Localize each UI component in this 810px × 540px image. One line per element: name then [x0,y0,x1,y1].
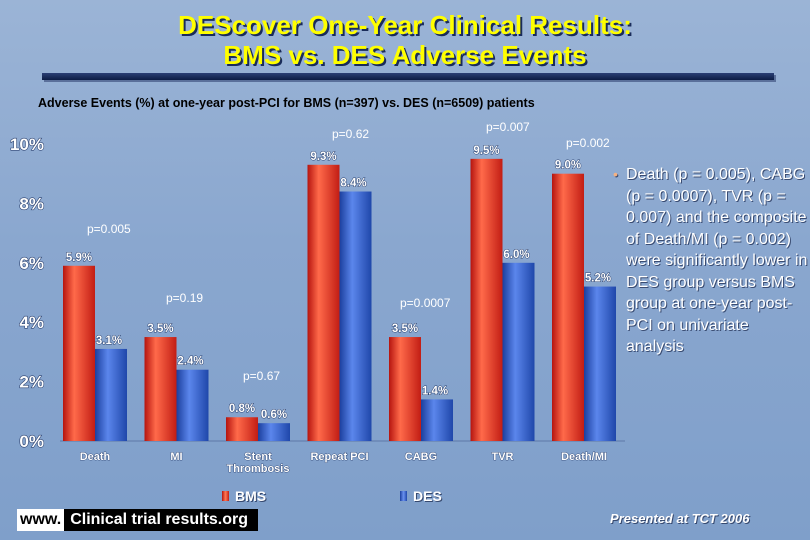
y-tick-label: 8% [19,194,44,213]
legend-bms-label: BMS [235,488,267,504]
y-tick-label: 10% [10,135,44,154]
des-value-label: 1.4% [422,385,448,397]
p-value-label: p=0.62 [332,127,369,141]
footer-site: Clinical trial results.org [64,509,259,531]
legend-des: DES [400,488,442,504]
x-category-label: MI [170,451,182,463]
x-category-label: Thrombosis [227,463,290,475]
y-tick-label: 6% [19,254,44,273]
bms-value-label: 9.3% [310,151,336,163]
legend-des-label: DES [413,488,442,504]
presented-note: Presented at TCT 2006 [610,511,750,526]
title-line-1: DEScover One-Year Clinical Results: [178,10,632,40]
legend-bms: BMS [222,488,266,504]
y-tick-label: 0% [19,432,44,451]
x-category-label: CABG [405,451,437,463]
bms-value-label: 5.9% [66,252,92,264]
bms-value-label: 9.0% [555,160,581,172]
des-value-label: 5.2% [585,273,611,285]
bar-bms [389,337,421,441]
bar-des [95,348,127,441]
summary-text: Death (p = 0.005), CABG (p = 0.0007), TV… [626,166,808,355]
bar-bms [470,158,503,441]
summary-bullet: • Death (p = 0.005), CABG (p = 0.0007), … [613,164,808,358]
bar-bms [63,265,95,441]
des-value-label: 3.1% [96,335,122,347]
bar-bms [552,173,584,441]
p-value-label: p=0.0007 [400,296,451,310]
bms-value-label: 3.5% [147,323,173,335]
bar-des [584,286,616,441]
bms-value-label: 3.5% [392,323,418,335]
bullet-dot-icon: • [613,166,618,182]
p-value-label: p=0.67 [243,369,280,383]
p-value-label: p=0.007 [486,120,530,134]
des-value-label: 8.4% [340,178,366,190]
bar-des [258,423,290,441]
p-value-label: p=0.005 [87,222,131,236]
p-value-label: p=0.19 [166,291,203,305]
bar-des [176,369,209,441]
bms-value-label: 0.8% [229,403,255,415]
x-category-label: Stent [244,451,272,463]
x-category-label: TVR [492,451,514,463]
bar-bms [144,337,177,441]
title-line-2: BMS vs. DES Adverse Events [223,40,587,70]
bar-des [421,399,453,441]
bar-bms [307,164,340,442]
bar-des [502,262,535,441]
bar-des [339,191,372,441]
legend-des-swatch [400,491,407,501]
x-category-label: Repeat PCI [310,451,368,463]
bms-value-label: 9.5% [473,145,499,157]
x-category-label: Death [80,451,111,463]
footer-www: www. [17,509,65,531]
y-tick-label: 4% [19,313,44,332]
legend-bms-swatch [222,491,229,501]
chart-subtitle: Adverse Events (%) at one-year post-PCI … [38,96,535,110]
title-divider [42,73,774,80]
des-value-label: 2.4% [177,356,203,368]
p-value-label: p=0.002 [566,136,610,150]
des-value-label: 6.0% [503,249,529,261]
des-value-label: 0.6% [261,409,287,421]
slide-title: DEScover One-Year Clinical Results: BMS … [0,10,810,70]
site-footer: www. Clinical trial results.org [17,509,259,531]
x-category-label: Death/MI [561,451,607,463]
y-tick-label: 2% [19,373,44,392]
bar-bms [226,417,258,441]
